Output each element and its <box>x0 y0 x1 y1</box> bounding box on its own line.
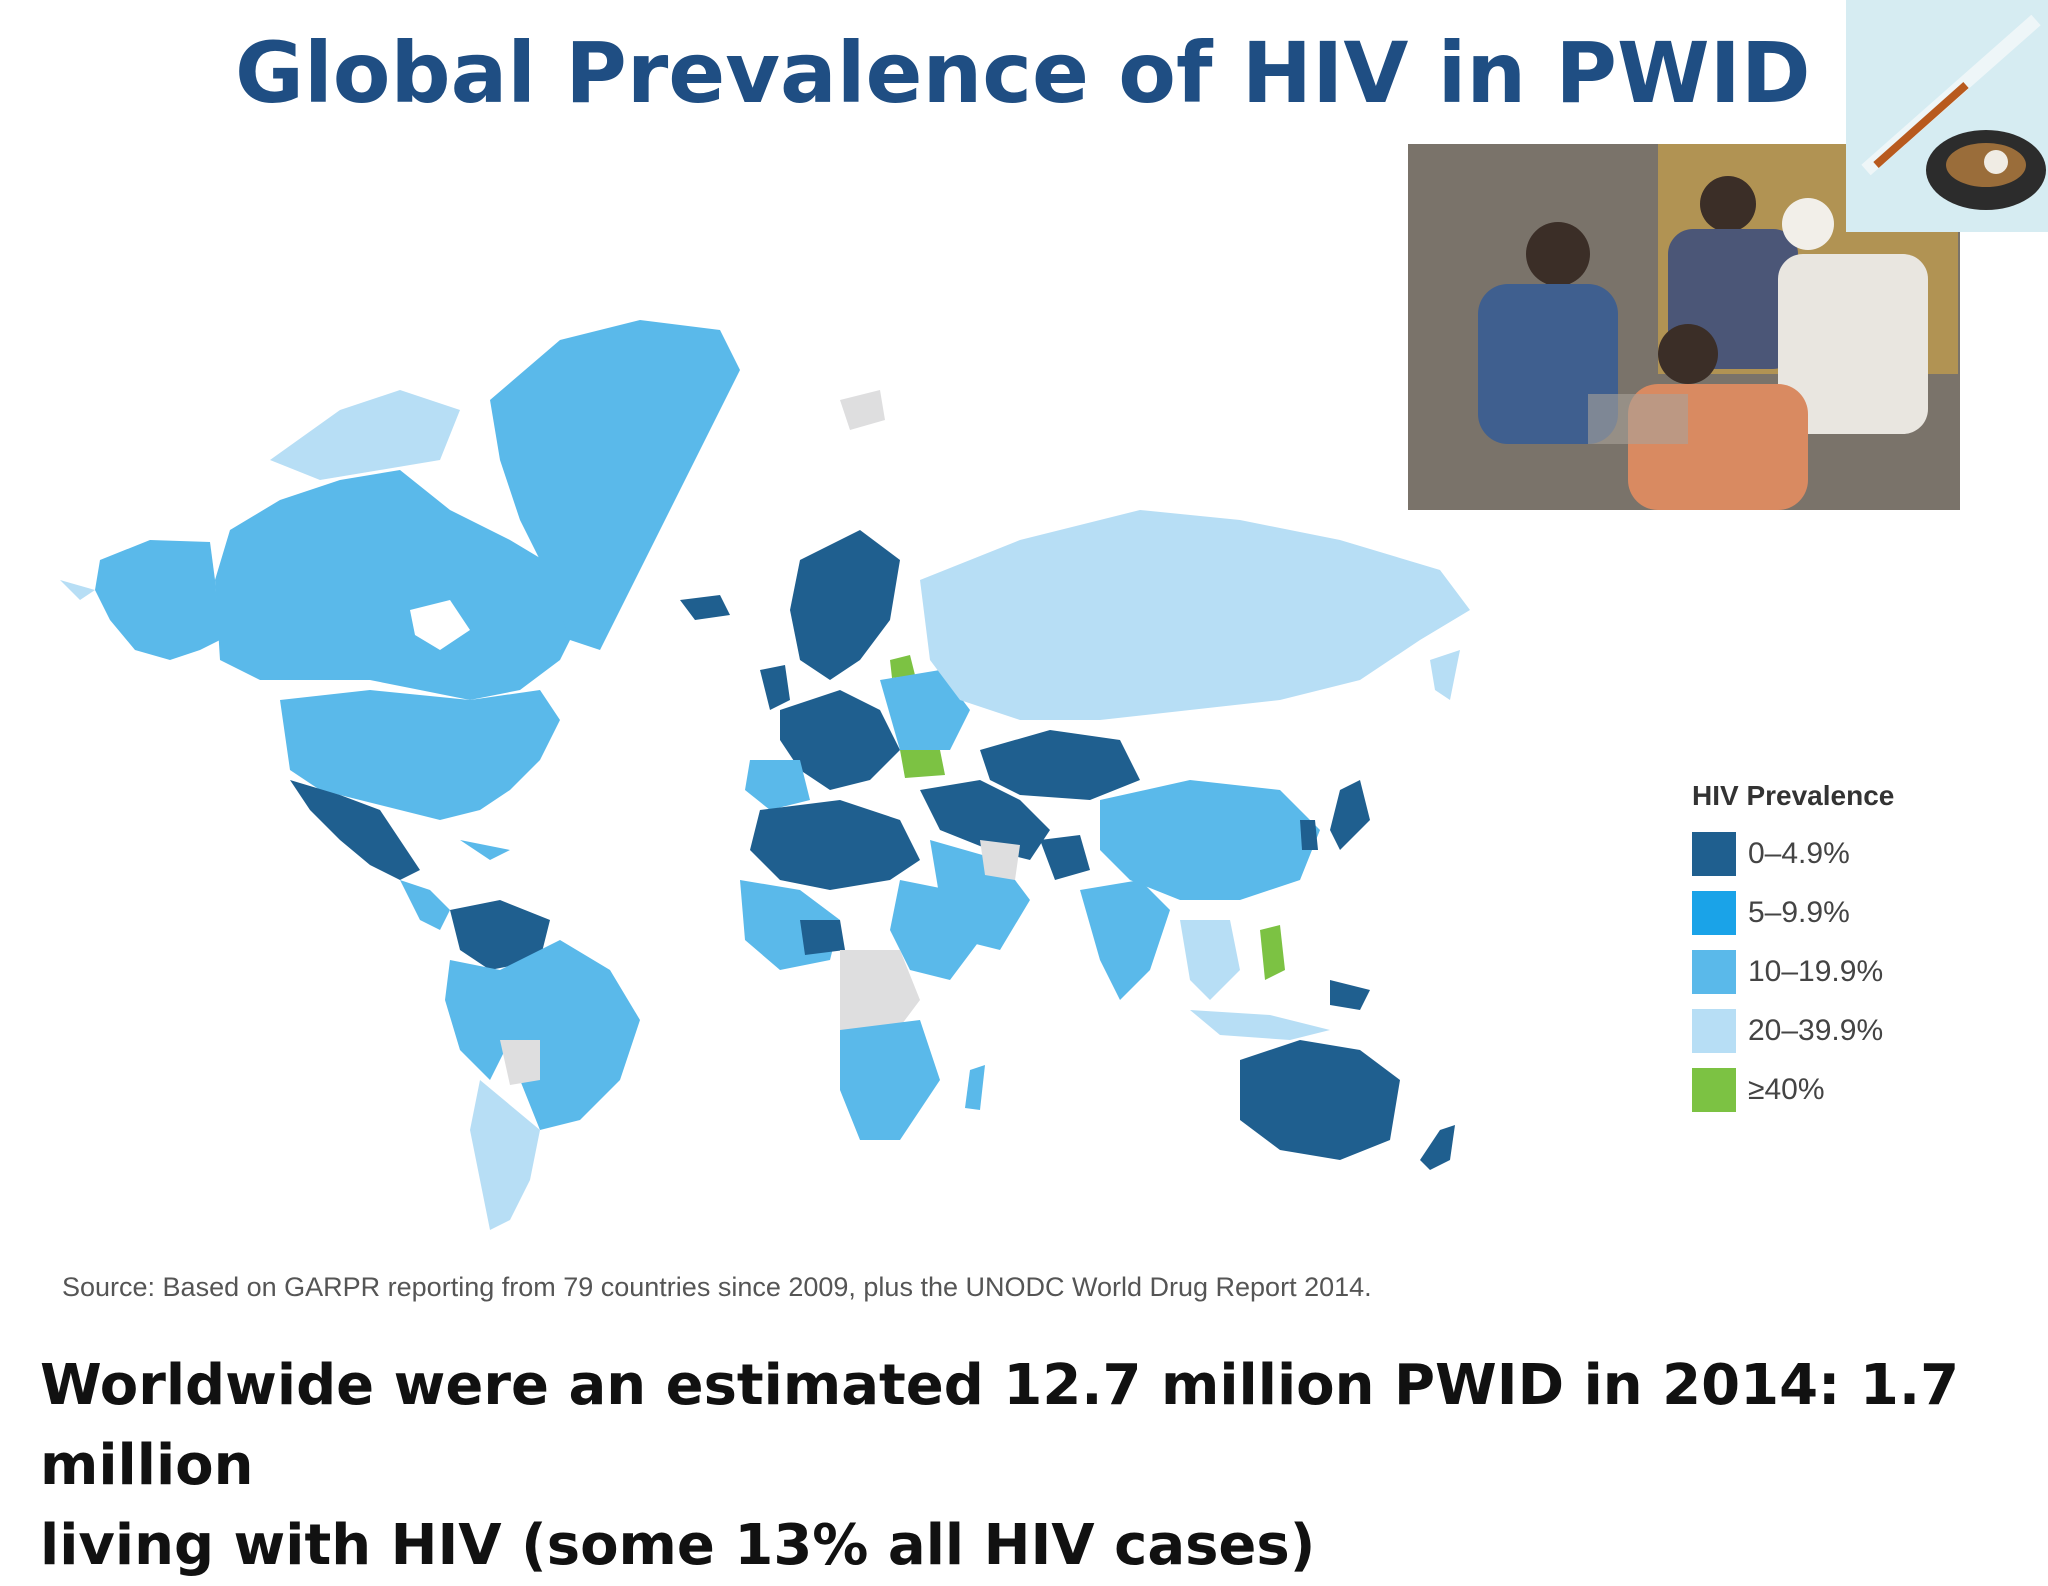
map-region-korea <box>1300 820 1318 850</box>
legend-item: 0–4.9% <box>1692 832 1894 876</box>
map-region-iceland <box>680 595 730 620</box>
legend-item: 10–19.9% <box>1692 950 1894 994</box>
map-region-canada <box>215 470 580 700</box>
map-region-caribbean <box>460 840 510 860</box>
photo-illustration <box>1408 144 1960 510</box>
map-region-western-europe <box>780 690 900 790</box>
map-region-china <box>1100 780 1320 900</box>
source-note: Source: Based on GARPR reporting from 79… <box>62 1272 1372 1302</box>
map-region-eastern-europe <box>880 670 970 750</box>
syringe-photo <box>1846 0 2048 232</box>
map-region-australia <box>1240 1040 1400 1160</box>
summary-line-1: Worldwide were an estimated 12.7 million… <box>40 1353 1960 1498</box>
world-map <box>60 320 1470 1230</box>
legend-swatch-20-39.9 <box>1692 1009 1736 1053</box>
map-legend: HIV Prevalence 0–4.9% 5–9.9% 10–19.9% 20… <box>1692 780 1894 1127</box>
map-region-russia <box>920 510 1470 720</box>
map-region-peru-bolivia <box>445 960 510 1080</box>
map-region-indonesia <box>1190 1010 1330 1040</box>
map-region-madagascar <box>965 1065 985 1110</box>
map-region-central-america <box>400 880 450 930</box>
map-region-central-africa <box>840 950 920 1040</box>
legend-item: 20–39.9% <box>1692 1009 1894 1053</box>
map-region-japan <box>1330 780 1370 850</box>
legend-swatch-0-4.9 <box>1692 832 1736 876</box>
map-region-alaska <box>95 540 220 660</box>
legend-label: ≥40% <box>1748 1073 1825 1106</box>
legend-label: 0–4.9% <box>1748 837 1850 870</box>
map-region-argentina-chile <box>470 1080 540 1230</box>
map-region-brazil <box>500 940 640 1130</box>
map-region-india <box>1080 880 1170 1000</box>
map-region-colombia-venezuela <box>450 900 550 970</box>
legend-item: 5–9.9% <box>1692 891 1894 935</box>
map-region-greenland <box>490 320 740 650</box>
map-region-hudson-bay <box>410 600 470 650</box>
map-region-uk <box>760 665 790 710</box>
map-region-iberia <box>745 760 810 810</box>
syringe-illustration <box>1846 0 2048 232</box>
map-region-nigeria <box>800 920 845 955</box>
map-region-kazakhstan <box>980 730 1140 800</box>
map-region-arctic-islands <box>270 390 460 480</box>
map-region-svalbard <box>840 390 885 430</box>
map-region-southern-africa <box>840 1020 940 1140</box>
map-region-east-africa <box>890 880 980 980</box>
map-region-afghanistan <box>1040 835 1090 880</box>
people-photo <box>1408 144 1960 510</box>
map-region-new-zealand <box>1420 1125 1455 1170</box>
map-region-philippines <box>1260 925 1285 980</box>
legend-label: 5–9.9% <box>1748 896 1850 929</box>
map-region-papua <box>1330 980 1370 1010</box>
legend-swatch-40-plus <box>1692 1068 1736 1112</box>
legend-item: ≥40% <box>1692 1068 1894 1112</box>
map-region-aleutians <box>60 580 95 600</box>
legend-swatch-5-9.9 <box>1692 891 1736 935</box>
map-region-baltic <box>890 655 915 678</box>
map-region-romania <box>900 750 945 778</box>
map-region-scandinavia <box>790 530 900 680</box>
map-region-kamchatka <box>1430 650 1460 700</box>
map-region-iraq-no-data <box>980 840 1020 880</box>
map-region-turkey-iran <box>920 780 1050 860</box>
summary-line-2: living with HIV (some 13% all HIV cases) <box>40 1513 1316 1578</box>
map-region-mexico <box>290 780 420 880</box>
slide-title: Global Prevalence of HIV in PWID <box>235 24 1811 122</box>
map-region-north-africa <box>750 800 920 890</box>
summary-text: Worldwide were an estimated 12.7 million… <box>40 1346 2020 1586</box>
map-region-bolivia-no-data <box>500 1040 540 1085</box>
legend-label: 10–19.9% <box>1748 955 1884 988</box>
map-region-usa <box>280 690 560 820</box>
legend-swatch-10-19.9 <box>1692 950 1736 994</box>
map-region-southeast-asia <box>1180 920 1240 1000</box>
legend-label: 20–39.9% <box>1748 1014 1884 1047</box>
legend-title: HIV Prevalence <box>1692 780 1895 811</box>
